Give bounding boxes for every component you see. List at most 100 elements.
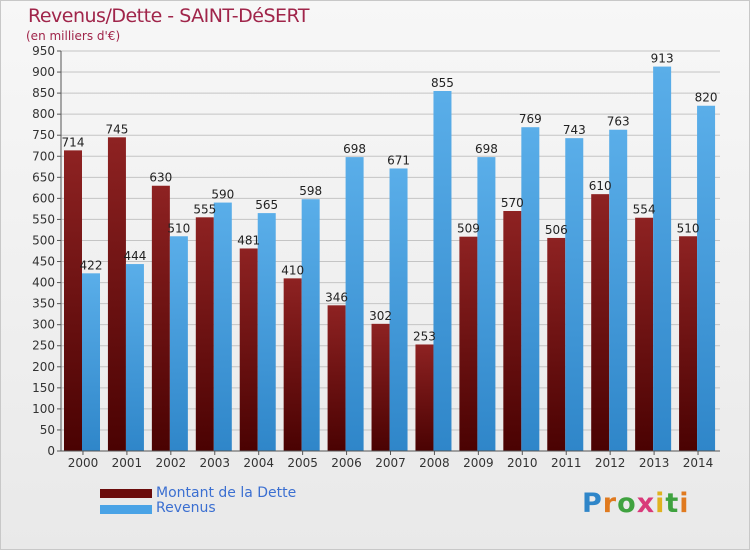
x-tick-label: 2008: [419, 456, 450, 470]
y-tick-label: 800: [32, 107, 55, 121]
legend-label-dette: Montant de la Dette: [156, 485, 297, 501]
data-label-revenus: 855: [431, 76, 454, 90]
bar-dette: [415, 344, 434, 451]
y-tick-label: 500: [32, 233, 55, 247]
bar-revenus: [609, 129, 628, 451]
chart-title: Revenus/Dette - SAINT-DéSERT: [28, 5, 309, 27]
data-label-revenus: 698: [343, 142, 366, 156]
x-tick-label: 2011: [551, 456, 582, 470]
bar-dette: [459, 236, 478, 451]
bar-dette: [591, 194, 610, 451]
bar-revenus: [301, 199, 320, 451]
y-tick-label: 150: [32, 381, 55, 395]
bar-dette: [635, 217, 654, 451]
bar-dette: [679, 236, 698, 451]
x-tick-label: 2012: [595, 456, 626, 470]
data-label-revenus: 422: [80, 258, 103, 272]
bar-revenus: [697, 105, 716, 451]
bar-dette: [327, 305, 346, 451]
y-tick-label: 850: [32, 86, 55, 100]
y-tick-label: 650: [32, 170, 55, 184]
y-tick-label: 50: [40, 423, 55, 437]
bar-revenus: [125, 264, 144, 451]
data-label-revenus: 510: [167, 221, 190, 235]
y-tick-label: 600: [32, 191, 55, 205]
bar-revenus: [213, 202, 232, 451]
x-tick-label: 2007: [375, 456, 406, 470]
x-tick-label: 2002: [156, 456, 187, 470]
y-tick-label: 100: [32, 402, 55, 416]
x-tick-label: 2004: [243, 456, 274, 470]
legend-label-revenus: Revenus: [156, 500, 216, 516]
y-tick-label: 550: [32, 212, 55, 226]
proxiti-logo: Proxiti: [582, 488, 690, 519]
legend-swatch-revenus: [100, 505, 152, 514]
bar-revenus: [653, 66, 672, 451]
data-label-revenus: 671: [387, 153, 410, 167]
bar-dette: [283, 278, 302, 451]
data-label-revenus: 444: [123, 249, 146, 263]
data-label-dette: 253: [413, 329, 436, 343]
bar-revenus: [82, 273, 100, 451]
data-label-dette: 570: [501, 196, 524, 210]
x-tick-label: 2003: [199, 456, 230, 470]
x-tick-label: 2009: [463, 456, 494, 470]
data-label-revenus: 698: [475, 142, 498, 156]
x-tick-label: 2013: [639, 456, 670, 470]
data-label-dette: 410: [281, 263, 304, 277]
y-tick-label: 450: [32, 255, 55, 269]
legend-swatch-dette: [100, 489, 152, 498]
data-label-dette: 630: [149, 171, 172, 185]
data-labels: 7144227454446305105555904815654105983466…: [62, 52, 718, 344]
bar-revenus: [345, 157, 364, 451]
bar-dette: [371, 323, 390, 451]
y-tick-label: 900: [32, 65, 55, 79]
bar-dette: [239, 248, 258, 451]
data-label-dette: 555: [193, 202, 216, 216]
x-tick-label: 2001: [112, 456, 143, 470]
bar-dette: [107, 137, 126, 451]
data-label-dette: 506: [545, 223, 568, 237]
data-label-revenus: 743: [563, 123, 586, 137]
bar-revenus: [477, 157, 496, 451]
bar-dette: [151, 185, 170, 451]
data-label-dette: 346: [325, 290, 348, 304]
data-label-dette: 481: [237, 233, 260, 247]
y-tick-label: 250: [32, 339, 55, 353]
bar-dette: [64, 150, 82, 452]
y-tick-label: 400: [32, 276, 55, 290]
y-tick-label: 300: [32, 318, 55, 332]
x-tick-label: 2010: [507, 456, 538, 470]
data-label-revenus: 769: [519, 112, 542, 126]
bar-dette: [547, 237, 566, 451]
data-label-revenus: 820: [695, 91, 718, 105]
data-label-dette: 745: [105, 122, 128, 136]
bar-revenus: [257, 213, 276, 451]
data-label-revenus: 763: [607, 115, 630, 129]
data-label-dette: 510: [677, 221, 700, 235]
bar-revenus: [565, 138, 584, 451]
data-label-dette: 554: [633, 203, 656, 217]
data-label-dette: 509: [457, 222, 480, 236]
y-tick-label: 350: [32, 297, 55, 311]
data-label-revenus: 598: [299, 184, 322, 198]
data-label-revenus: 590: [211, 188, 234, 202]
x-tick-label: 2005: [287, 456, 318, 470]
bar-dette: [195, 217, 214, 451]
x-tick-label: 2014: [683, 456, 714, 470]
y-tick-label: 700: [32, 149, 55, 163]
chart-subtitle: (en milliers d'€): [26, 29, 121, 43]
data-label-revenus: 913: [651, 52, 674, 66]
data-label-dette: 302: [369, 309, 392, 323]
y-tick-label: 200: [32, 360, 55, 374]
data-label-dette: 610: [589, 179, 612, 193]
bars: [64, 66, 716, 452]
y-tick-label: 950: [32, 44, 55, 58]
y-tick-label: 0: [47, 444, 55, 458]
axes: 0 50 100 150 200 250 300 350 400 450 500 550 600 650 7…: [32, 44, 720, 470]
bar-revenus: [389, 168, 408, 451]
bar-revenus: [433, 91, 452, 451]
y-tick-label: 750: [32, 128, 55, 142]
x-tick-label: 2000: [68, 456, 99, 470]
